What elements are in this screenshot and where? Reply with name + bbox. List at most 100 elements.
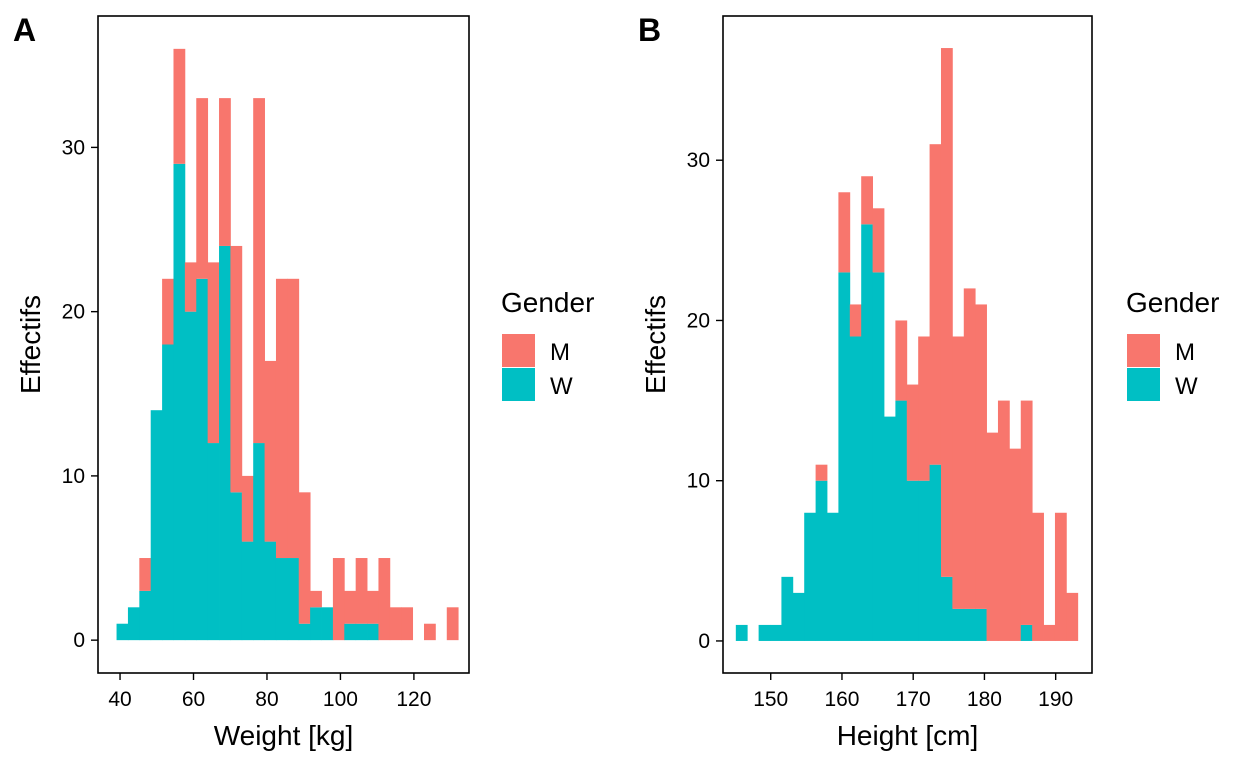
bar-w [929, 464, 942, 641]
legend: Gender M W [1126, 287, 1219, 401]
bar-m [389, 607, 402, 641]
bar-m [173, 48, 186, 164]
bar-w [241, 541, 254, 641]
x-tick-label: 100 [323, 688, 358, 711]
bar-w [827, 512, 839, 641]
bar-m [963, 288, 976, 609]
legend-label-m: M [1175, 339, 1195, 366]
y-axis-ticks: 0 10 20 30 [687, 149, 723, 653]
legend-key-m [502, 334, 535, 367]
bar-m [815, 464, 828, 481]
x-axis-ticks: 150 160 170 180 190 [753, 673, 1073, 711]
y-axis-label: Effectifs [15, 295, 46, 394]
legend-label-w: W [1175, 373, 1198, 400]
bar-m [219, 98, 231, 246]
bar-m [196, 98, 209, 279]
bar-m [241, 475, 254, 542]
bar-w [230, 492, 243, 641]
bar-m [1043, 624, 1056, 641]
legend-title: Gender [1126, 287, 1219, 318]
x-tick-label: 150 [753, 688, 788, 711]
bar-m [872, 208, 885, 273]
x-tick-label: 60 [182, 688, 205, 711]
legend-key-w [502, 368, 535, 401]
bar-m [310, 590, 322, 608]
bar-m [838, 192, 851, 273]
bar-m [906, 384, 919, 481]
bar-w [116, 623, 129, 641]
bar-w [207, 443, 220, 641]
bar-w [883, 416, 896, 641]
bar-w [355, 623, 368, 641]
bar-m [952, 336, 965, 609]
bar-m [401, 607, 414, 641]
bar-w [952, 608, 965, 641]
x-tick-label: 190 [1038, 688, 1073, 711]
x-axis-label: Height [cm] [837, 720, 979, 751]
bar-w [861, 224, 873, 641]
bar-m [424, 623, 436, 641]
bar-m [162, 278, 174, 345]
bar-m [975, 304, 987, 609]
y-tick-label: 10 [687, 470, 710, 493]
bar-m [918, 336, 930, 481]
x-tick-label: 160 [824, 688, 859, 711]
bar-m [253, 98, 265, 444]
bar-w [367, 623, 379, 641]
bar-w [895, 400, 908, 641]
x-tick-label: 170 [896, 688, 931, 711]
y-tick-label: 30 [687, 149, 710, 172]
bar-m [895, 320, 908, 401]
legend: Gender M W [501, 287, 594, 401]
legend-label-m: M [550, 339, 570, 366]
bar-m [184, 262, 197, 312]
bar-w [975, 608, 987, 641]
bar-m [929, 144, 942, 465]
bars-group [116, 48, 459, 641]
plot-frame [722, 15, 1093, 674]
bar-m [264, 360, 277, 542]
bar-w [872, 272, 885, 641]
bar-w [849, 336, 862, 641]
y-tick-label: 0 [73, 629, 85, 652]
plot-frame [97, 15, 470, 674]
bar-m [1009, 448, 1022, 641]
bar-w [815, 480, 828, 641]
y-tick-label: 20 [62, 301, 85, 324]
bar-w [918, 480, 930, 641]
bar-m [378, 558, 391, 641]
y-axis-label: Effectifs [640, 295, 671, 394]
legend-key-w [1127, 368, 1160, 401]
bar-w [253, 443, 265, 641]
bar-w [275, 558, 288, 641]
bar-w [792, 592, 805, 641]
bar-w [264, 541, 277, 641]
y-tick-label: 0 [698, 630, 710, 653]
bar-m [861, 176, 873, 225]
bar-m [1054, 512, 1067, 641]
bar-w [804, 512, 817, 641]
bar-w [150, 410, 163, 641]
bar-w [321, 607, 334, 641]
bar-w [173, 163, 186, 641]
bar-w [781, 576, 794, 641]
legend-title: Gender [501, 287, 594, 318]
bar-w [344, 623, 357, 641]
bar-m [1020, 400, 1033, 625]
bar-m [298, 492, 311, 624]
bar-w [127, 607, 140, 641]
x-tick-label: 180 [967, 688, 1002, 711]
bar-m [986, 432, 999, 641]
bar-m [1066, 592, 1079, 641]
bar-w [219, 245, 231, 641]
x-axis-ticks: 40 60 80 100 120 [108, 673, 431, 711]
bar-w [838, 272, 851, 641]
bar-m [230, 245, 243, 493]
bar-m [344, 590, 357, 624]
bar-w [310, 607, 322, 641]
bar-m [355, 558, 368, 624]
bar-w [1020, 624, 1033, 641]
panel-b-height-histogram: B 150 160 170 180 190 0 10 20 30 Height [cm] Ef… [638, 12, 1219, 751]
bar-w [963, 608, 976, 641]
